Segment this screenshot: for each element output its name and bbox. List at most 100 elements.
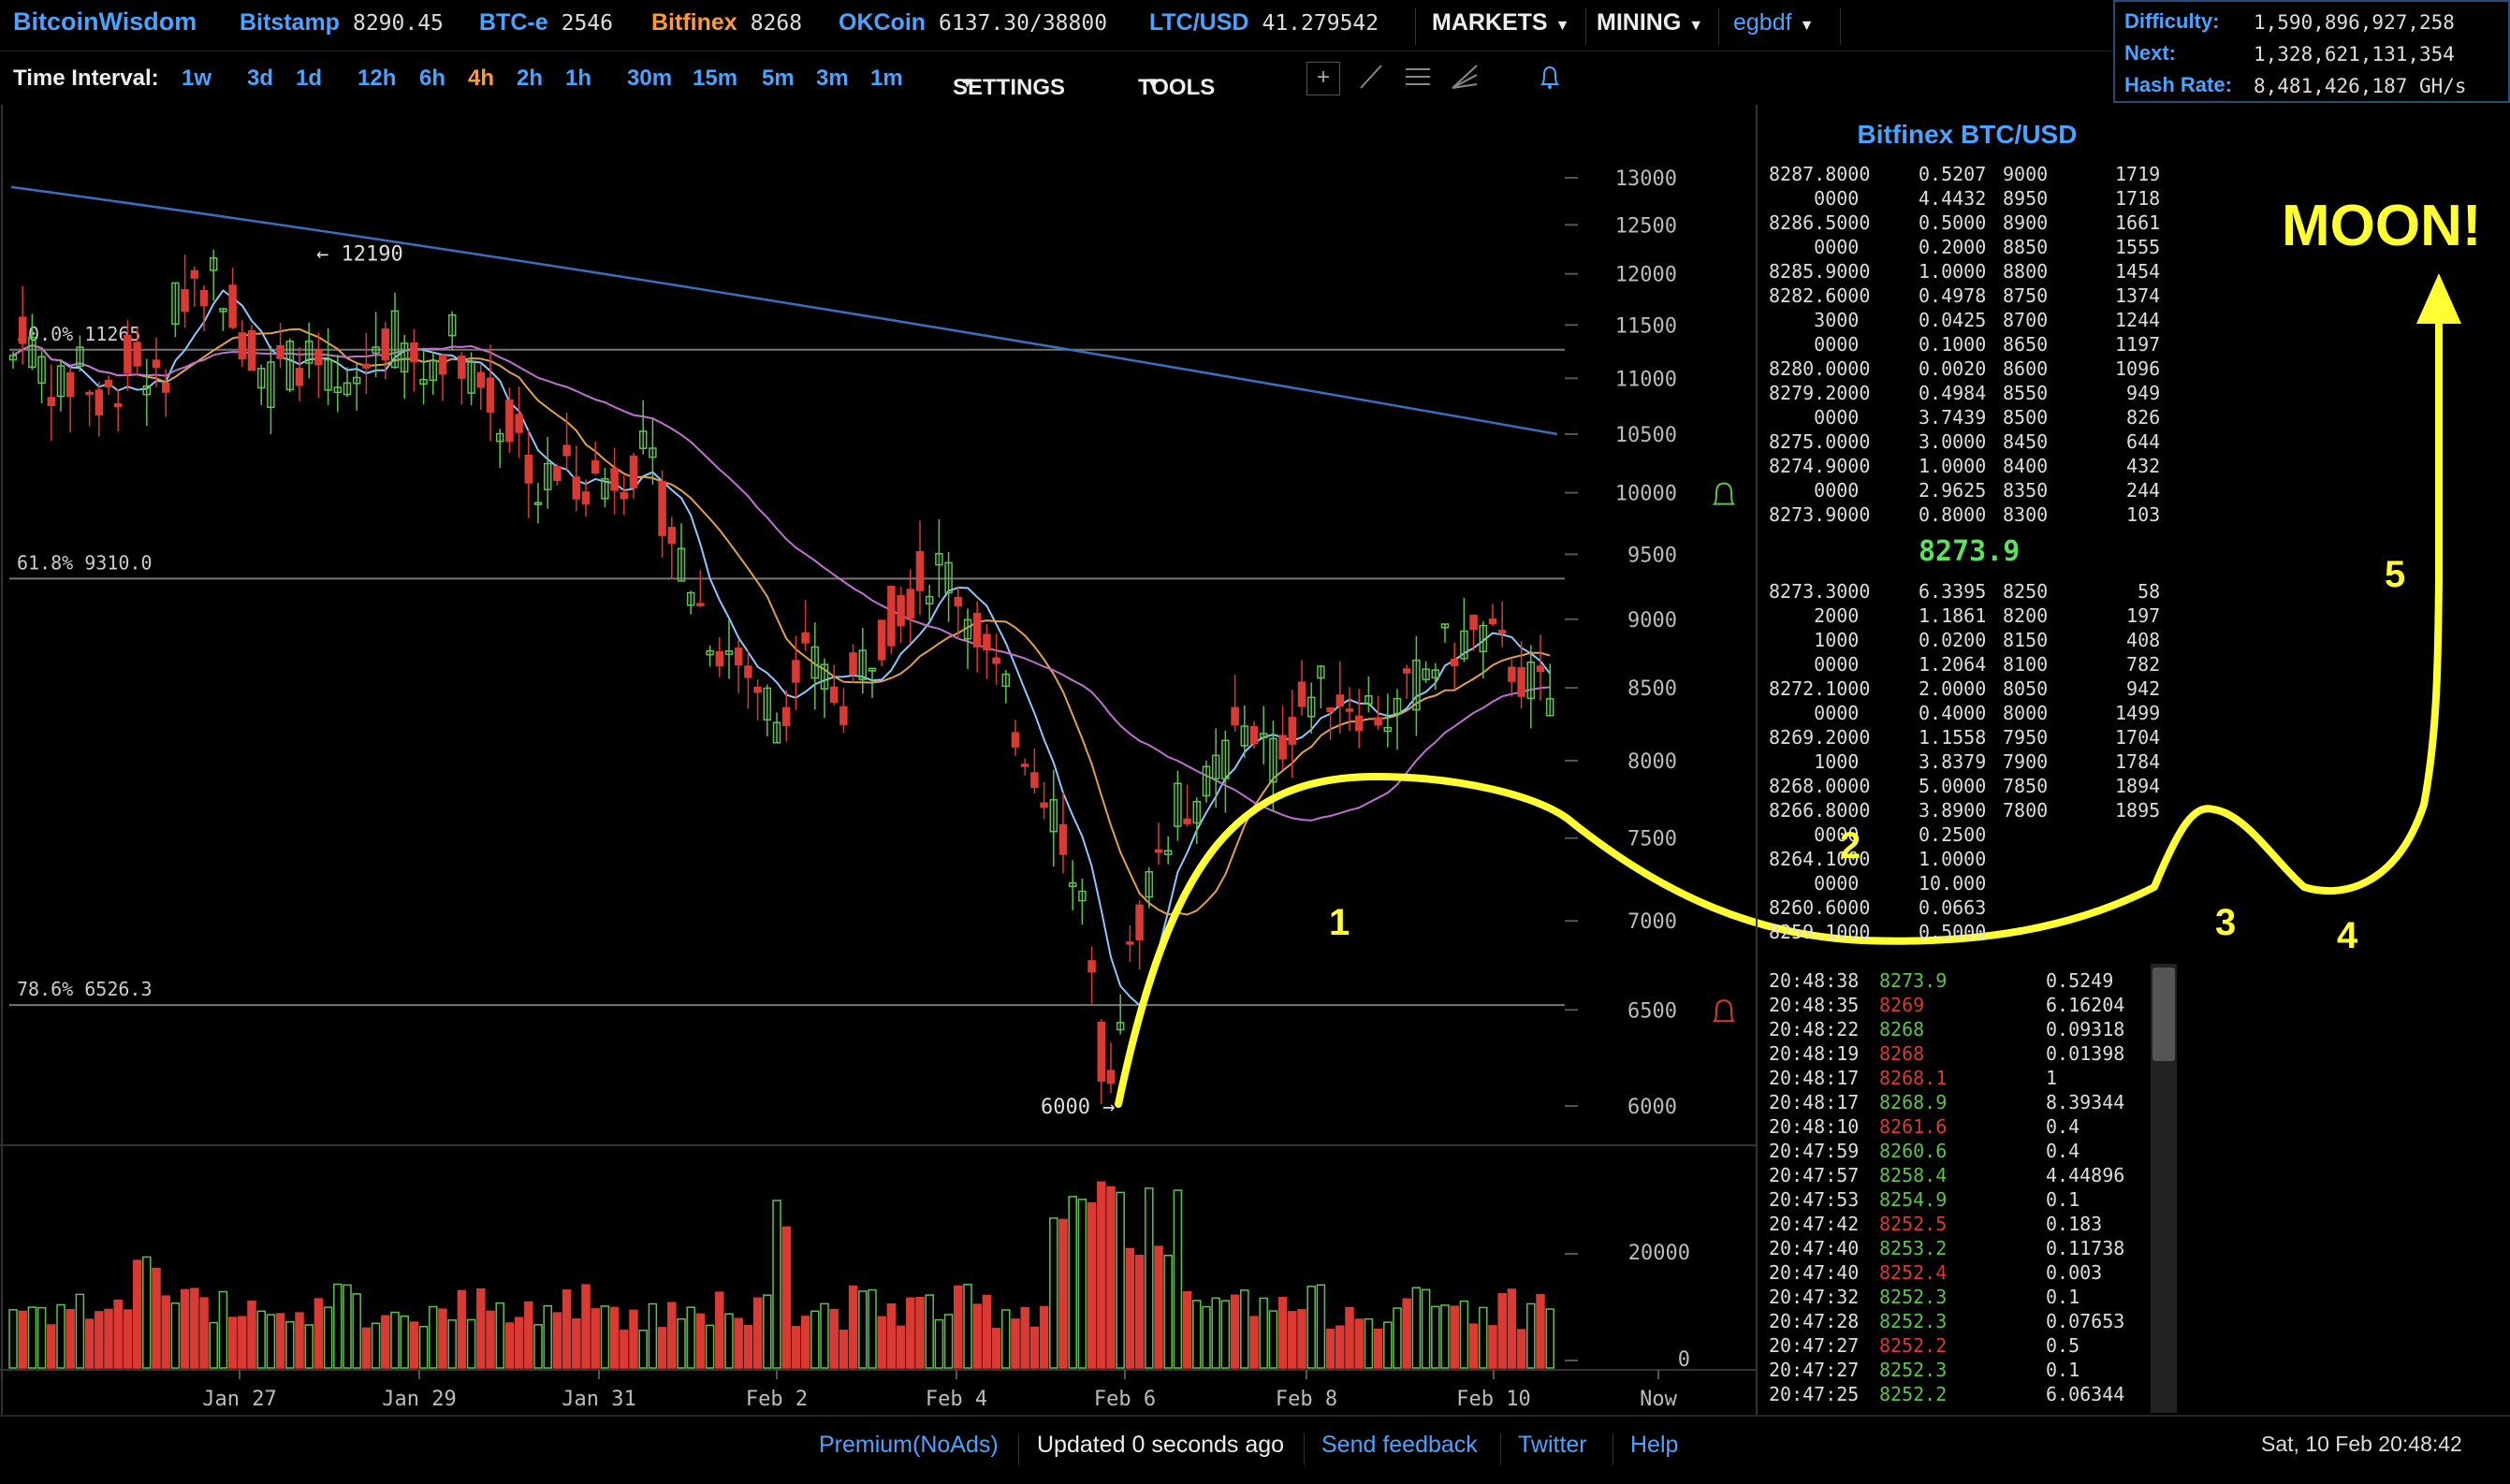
line-tool-icon[interactable] [1357, 60, 1385, 100]
ask-cell: 949 [2115, 382, 2161, 404]
candle-body [801, 632, 810, 644]
candle-body [1393, 697, 1402, 715]
candle-body [362, 363, 371, 369]
trade-amount: 0.003 [2046, 1261, 2103, 1284]
candle-body [1460, 630, 1468, 660]
volume-bar [1459, 1300, 1469, 1369]
trade-amount: 0.4 [2046, 1140, 2080, 1162]
interval-1w[interactable]: 1w [182, 65, 212, 91]
interval-3d[interactable]: 3d [247, 65, 274, 91]
market-price: 8268 [750, 11, 803, 36]
bid-cell: 8150 [2003, 629, 2049, 651]
interval-15m[interactable]: 15m [693, 65, 738, 91]
ask-cell: 8450 [2003, 430, 2049, 453]
interval-3m[interactable]: 3m [816, 65, 849, 91]
candle-body [352, 376, 361, 385]
volume-bar [104, 1308, 113, 1369]
ask-cell: 8273.9000 [1769, 503, 1871, 526]
trades-scrollbar-thumb[interactable] [2152, 968, 2175, 1061]
market-price: 8290.45 [352, 11, 444, 36]
bid-cell: 0000 [1769, 872, 1860, 895]
volume-bar [275, 1313, 285, 1369]
candle-body [543, 462, 552, 490]
step-label-5: 5 [2385, 554, 2406, 595]
candles [8, 249, 1554, 1104]
interval-1h[interactable]: 1h [565, 65, 592, 91]
market-btce[interactable]: BTC-e 2546 [479, 9, 613, 36]
ask-cell: 8600 [2003, 357, 2049, 380]
volume-bar [352, 1293, 361, 1369]
candle-body [1374, 717, 1382, 726]
candle-body [572, 476, 581, 500]
candle-body [925, 595, 934, 604]
mining-menu[interactable]: MINING ▼ [1597, 9, 1703, 36]
candle-body [524, 454, 533, 484]
volume-bar [113, 1299, 123, 1369]
volume-bar [8, 1309, 18, 1369]
market-bitstamp[interactable]: Bitstamp 8290.45 [240, 9, 444, 36]
volume-bar [982, 1294, 992, 1369]
market-okcoin[interactable]: OKCoin 6137.30/38800 [839, 9, 1107, 36]
interval-1m[interactable]: 1m [870, 65, 903, 91]
ask-cell: 0000 [1769, 236, 1860, 258]
volume-bar [972, 1303, 982, 1369]
volume-bar [1039, 1305, 1049, 1369]
candle-body [343, 382, 352, 396]
interval-12h[interactable]: 12h [358, 65, 397, 91]
candle-body [171, 282, 180, 326]
hlines-tool-icon[interactable] [1404, 60, 1432, 100]
fib-tool-icon[interactable] [1451, 60, 1479, 100]
volume-bar [820, 1302, 829, 1369]
candle-body [1154, 849, 1163, 853]
brand-logo[interactable]: BitcoinWisdom [13, 7, 197, 36]
candle-body [1345, 708, 1354, 712]
help-link[interactable]: Help [1630, 1432, 1679, 1458]
ask-cell: 0.5000 [1919, 211, 1987, 234]
market-bitfinex[interactable]: Bitfinex 8268 [651, 9, 802, 36]
interval-30m[interactable]: 30m [627, 65, 673, 91]
crosshair-icon[interactable]: + [1306, 62, 1340, 95]
moon-annotation: MOON! [2282, 194, 2482, 258]
bid-cell: 7950 [2003, 726, 2049, 749]
twitter-link[interactable]: Twitter [1518, 1432, 1587, 1458]
trade-amount: 0.09318 [2046, 1018, 2125, 1040]
markets-menu[interactable]: MARKETS ▼ [1432, 9, 1569, 36]
market-name: LTC/USD [1149, 9, 1249, 36]
candle-body [447, 313, 457, 337]
interval-2h[interactable]: 2h [517, 65, 544, 91]
volume-bar [1421, 1288, 1431, 1369]
interval-5m[interactable]: 5m [762, 65, 795, 91]
volume-bar [1316, 1284, 1326, 1369]
candle-body [1431, 669, 1440, 679]
trade-price: 8252.2 [1879, 1334, 1948, 1357]
ask-cell: 3000 [1769, 309, 1860, 331]
trade-price: 8252.5 [1879, 1213, 1948, 1235]
price-tick-label: 9000 [1627, 609, 1677, 633]
trade-amount: 6.06344 [2046, 1383, 2125, 1405]
tools-label: TOOLS [1138, 75, 1216, 100]
candle-body [638, 430, 648, 449]
feedback-link[interactable]: Send feedback [1321, 1432, 1478, 1458]
ask-cell: 0.1000 [1919, 333, 1987, 356]
candle-body [992, 657, 1000, 664]
ma-slow-line [12, 344, 1551, 822]
premium-link[interactable]: Premium(NoAds) [819, 1432, 999, 1458]
bid-cell: 8273.3000 [1769, 580, 1871, 603]
interval-1d[interactable]: 1d [296, 65, 323, 91]
interval-6h[interactable]: 6h [419, 65, 446, 91]
market-ltcusd[interactable]: LTC/USD 41.279542 [1149, 9, 1379, 36]
caret-down-icon: ▼ [960, 75, 974, 91]
market-name: BTC-e [479, 9, 548, 36]
bid-cell: 0.5000 [1919, 921, 1987, 943]
price-tick-label: 11500 [1615, 314, 1677, 338]
candle-body [1249, 726, 1259, 745]
bell-icon[interactable] [1539, 60, 1561, 100]
user-menu[interactable]: egbdf ▼ [1733, 9, 1814, 36]
interval-4h[interactable]: 4h [468, 65, 495, 91]
candle-body [1040, 802, 1048, 808]
candle-body [495, 432, 504, 443]
volume-bar [763, 1294, 772, 1369]
candle-body [1097, 1021, 1106, 1082]
candle-body [505, 399, 514, 443]
